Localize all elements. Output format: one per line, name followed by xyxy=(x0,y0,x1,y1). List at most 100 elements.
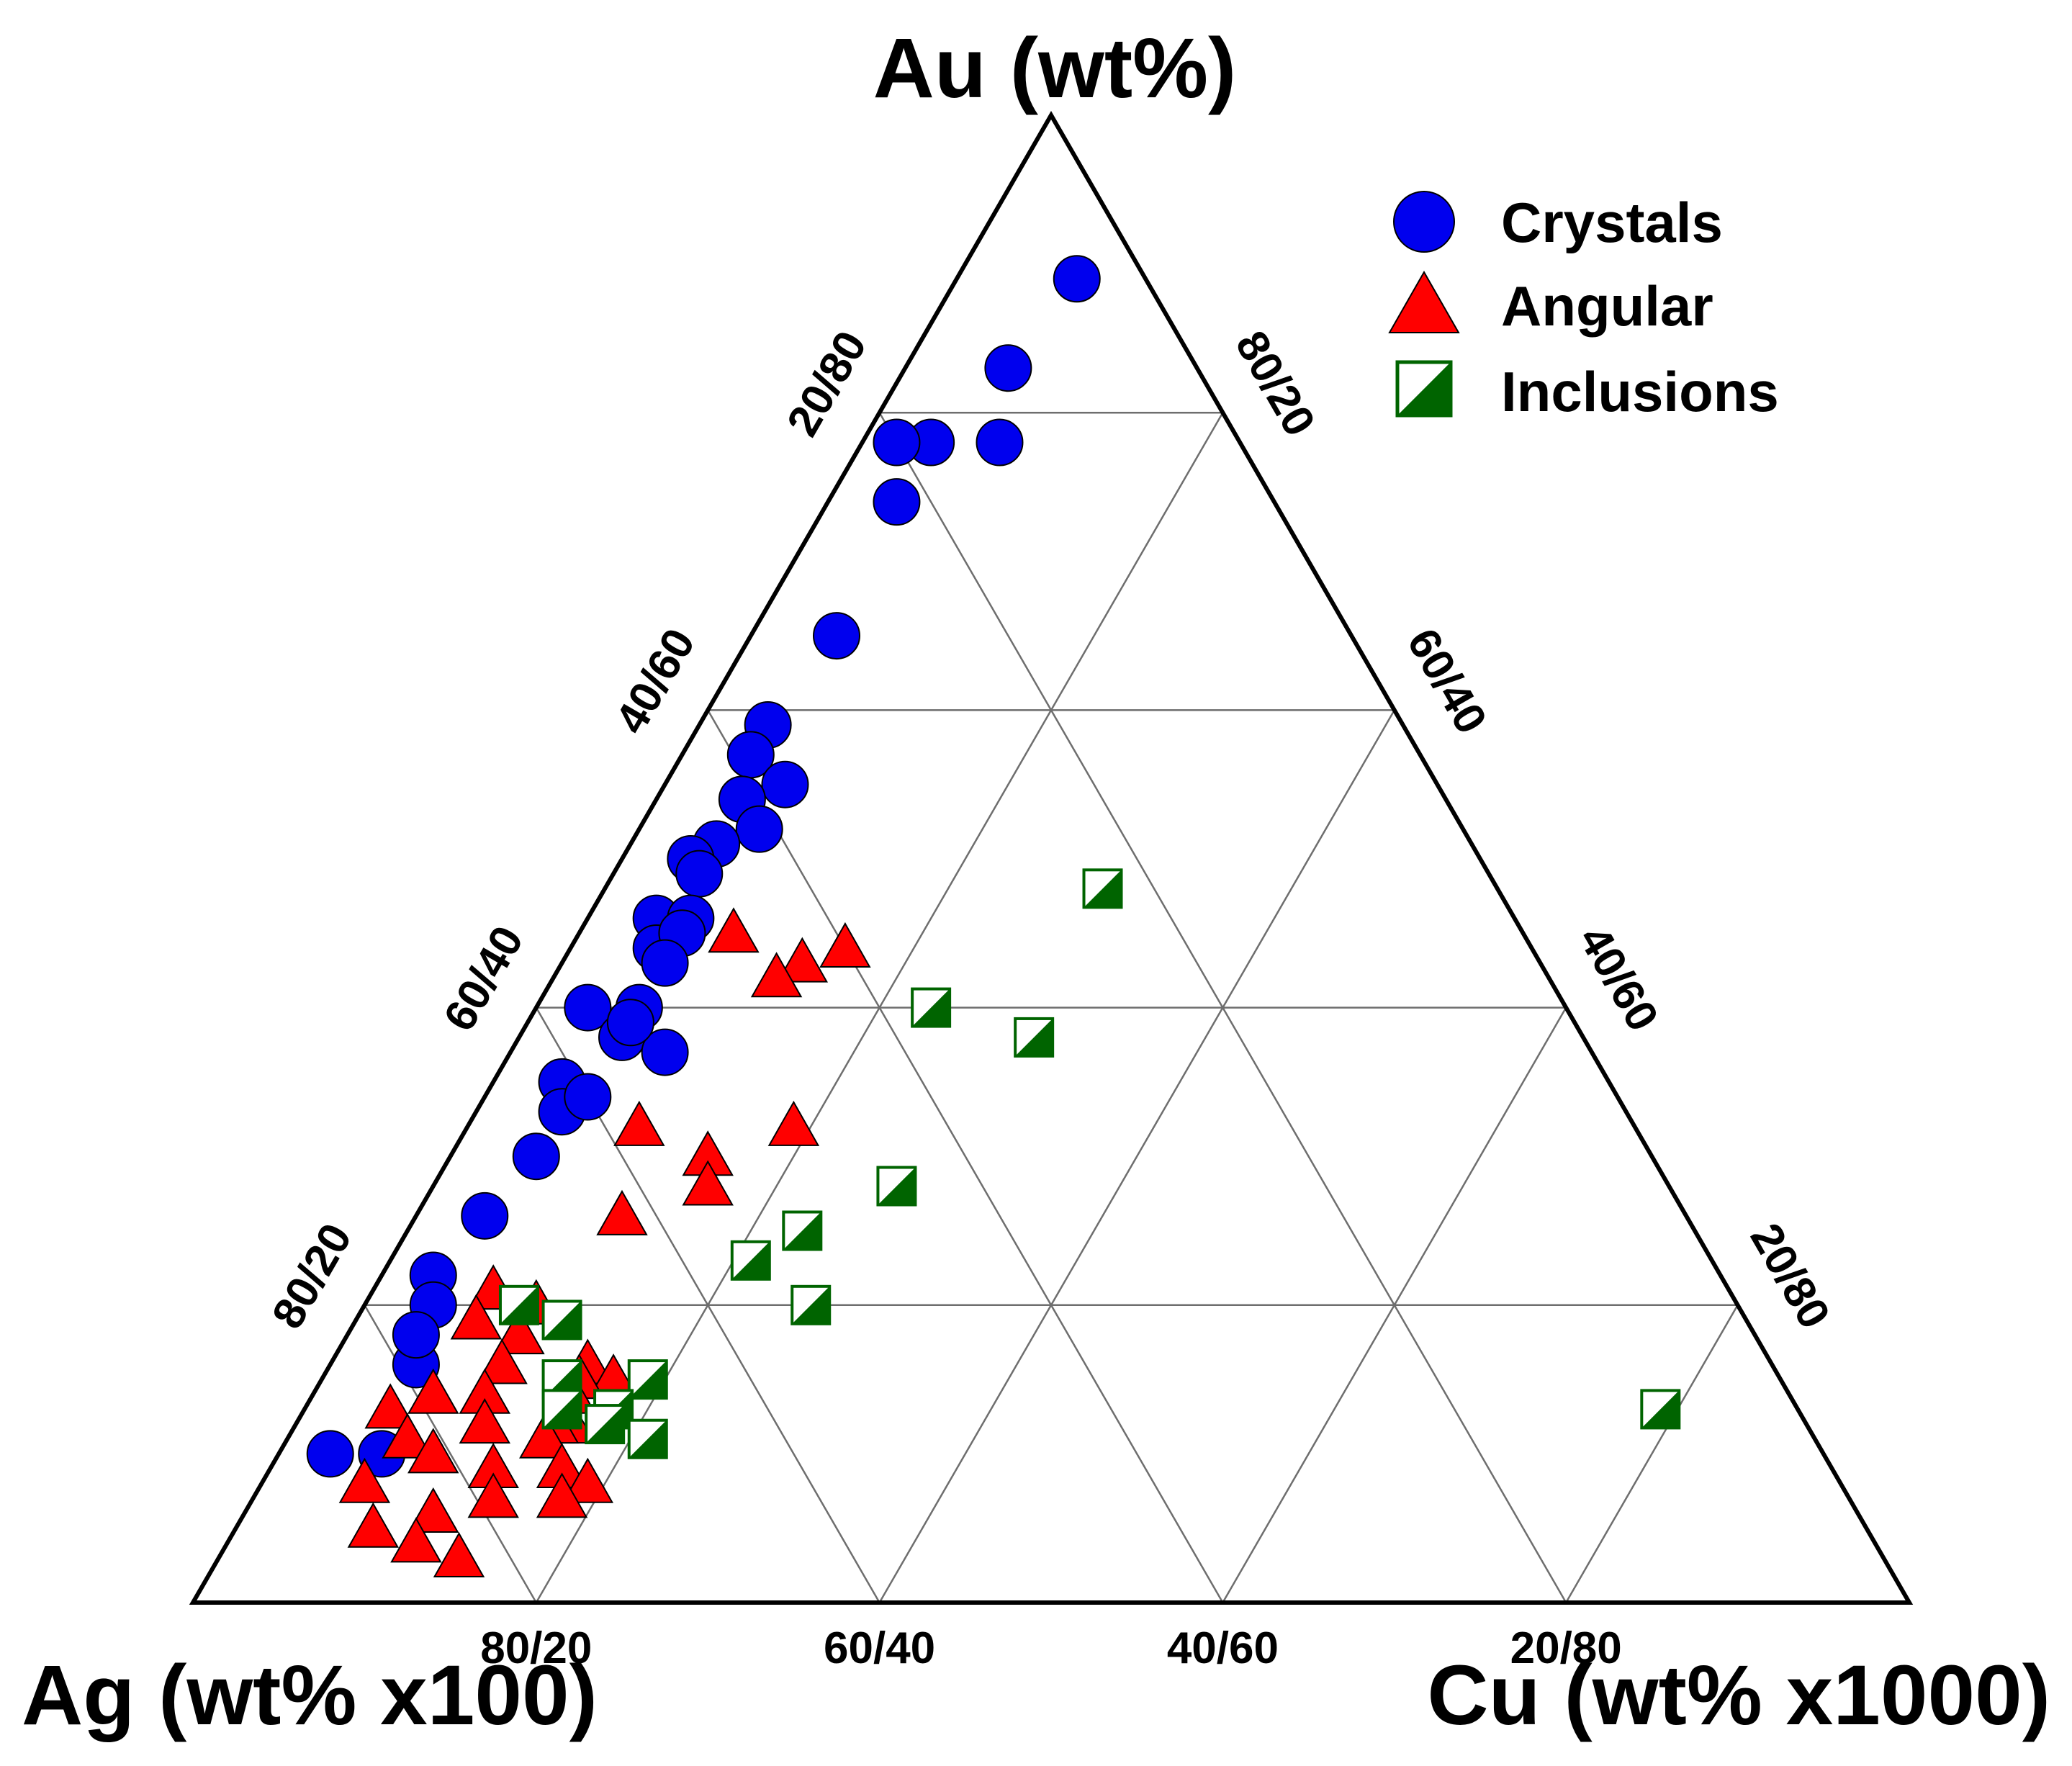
angular-point-19 xyxy=(364,1383,416,1429)
tick-left-1: 60/40 xyxy=(434,918,533,1040)
crystals-point-33 xyxy=(392,1311,440,1359)
tick-bottom-1: 60/40 xyxy=(824,1623,935,1673)
data-points xyxy=(306,255,1681,1578)
angular-point-32 xyxy=(536,1472,588,1518)
inclusions-point-2-fill xyxy=(1015,1018,1053,1056)
crystals-point-6 xyxy=(813,612,860,660)
inclusions-point-10 xyxy=(627,1359,668,1400)
angular-point-13 xyxy=(476,1338,528,1384)
angular-point-12 xyxy=(493,1309,545,1355)
inclusions-point-15-fill xyxy=(1641,1390,1680,1428)
tick-right-1: 60/40 xyxy=(1397,621,1496,742)
inclusions-point-8-fill xyxy=(543,1301,581,1339)
inclusions-point-5-fill xyxy=(731,1241,770,1279)
inclusions-point-3-fill xyxy=(878,1167,916,1205)
axis-title-cu: Cu (wt% x1000) xyxy=(1427,1648,2050,1743)
series-crystals xyxy=(306,255,1101,1478)
angular-point-24 xyxy=(382,1413,433,1459)
crystals-point-2 xyxy=(976,418,1024,467)
inclusions-point-11-fill xyxy=(543,1390,581,1428)
inclusions-point-13-fill xyxy=(586,1405,624,1443)
axis-title-ag: Ag (wt% x100) xyxy=(22,1648,598,1743)
tick-right-3: 20/80 xyxy=(1741,1215,1839,1337)
angular-point-34 xyxy=(347,1502,400,1548)
crystals-point-23 xyxy=(641,1028,689,1076)
crystals-point-11 xyxy=(735,805,783,853)
series-inclusions xyxy=(498,868,1681,1459)
angular-point-26 xyxy=(407,1428,459,1474)
inclusions-point-4 xyxy=(782,1210,823,1251)
legend-angular-label: Angular xyxy=(1501,274,1713,338)
angular-point-30 xyxy=(562,1457,614,1503)
angular-point-18 xyxy=(407,1368,459,1414)
inclusions-point-2 xyxy=(1014,1017,1055,1058)
tick-left-0: 80/20 xyxy=(263,1215,361,1337)
crystals-point-29 xyxy=(461,1191,509,1240)
crystals-point-34 xyxy=(306,1430,354,1478)
inclusions-point-1-fill xyxy=(912,988,950,1027)
angular-point-0 xyxy=(708,907,760,953)
crystals-point-28 xyxy=(512,1132,560,1181)
inclusions-point-4-fill xyxy=(783,1212,821,1250)
crystals-point-5 xyxy=(873,478,921,526)
legend-item-angular: Angular xyxy=(1388,270,1713,338)
angular-point-1 xyxy=(819,922,871,968)
inclusions-point-14-fill xyxy=(629,1420,667,1458)
tick-left-2: 40/60 xyxy=(606,621,705,742)
tick-right-0: 80/20 xyxy=(1225,323,1324,445)
grid-line-cu-60 xyxy=(1222,1006,1567,1603)
crystals-point-9 xyxy=(761,760,809,808)
legend-inclusions-marker-fill xyxy=(1397,362,1451,415)
inclusions-point-1 xyxy=(911,987,952,1028)
grid-line-cu-40 xyxy=(878,709,1395,1603)
angular-point-29 xyxy=(338,1457,391,1503)
crystals-point-1 xyxy=(984,344,1032,392)
angular-point-7 xyxy=(682,1160,734,1206)
inclusions-point-6-fill xyxy=(792,1286,830,1324)
crystals-point-24 xyxy=(606,999,654,1047)
angular-point-31 xyxy=(467,1472,519,1518)
legend-crystals-marker xyxy=(1393,191,1455,253)
crystals-point-19 xyxy=(641,939,689,987)
inclusions-point-8 xyxy=(541,1299,582,1341)
angular-point-4 xyxy=(613,1100,665,1146)
legend: Crystals Angular Inclusions xyxy=(1388,191,1779,423)
legend-angular-marker xyxy=(1388,270,1460,333)
legend-inclusions-label: Inclusions xyxy=(1501,360,1779,423)
angular-point-3 xyxy=(750,952,803,998)
crystals-point-27 xyxy=(564,1073,612,1121)
tick-bottom-2: 40/60 xyxy=(1167,1623,1279,1673)
crystals-point-14 xyxy=(675,850,724,898)
angular-point-10 xyxy=(450,1294,503,1340)
inclusions-point-7 xyxy=(498,1284,539,1325)
legend-item-crystals: Crystals xyxy=(1393,191,1723,254)
angular-point-25 xyxy=(519,1413,571,1459)
legend-item-inclusions: Inclusions xyxy=(1395,360,1779,423)
inclusions-point-9-fill xyxy=(543,1361,581,1399)
inclusions-point-14 xyxy=(627,1418,668,1459)
angular-point-36 xyxy=(433,1531,485,1578)
inclusions-point-13 xyxy=(585,1404,626,1445)
angular-point-33 xyxy=(407,1487,459,1533)
angular-point-21 xyxy=(459,1398,510,1444)
tick-right-2: 40/60 xyxy=(1569,918,1667,1040)
crystals-point-21 xyxy=(564,983,612,1032)
inclusions-point-11 xyxy=(541,1389,582,1430)
angular-point-5 xyxy=(767,1100,820,1146)
tick-left-3: 20/80 xyxy=(778,323,876,445)
inclusions-point-7-fill xyxy=(500,1286,538,1324)
tick-bottom-3: 20/80 xyxy=(1510,1623,1622,1673)
inclusions-point-0-fill xyxy=(1084,870,1122,908)
grid-line-ag-80 xyxy=(364,1305,537,1603)
angular-point-8 xyxy=(596,1189,648,1235)
inclusions-point-5 xyxy=(730,1240,771,1281)
inclusions-point-0 xyxy=(1082,868,1123,909)
crystals-point-0 xyxy=(1053,255,1101,303)
grid-lines xyxy=(364,411,1739,1603)
crystals-point-4 xyxy=(873,418,921,467)
angular-point-35 xyxy=(390,1517,442,1563)
tick-bottom-0: 80/20 xyxy=(480,1623,592,1673)
axis-title-au: Au (wt%) xyxy=(873,21,1237,116)
inclusions-point-10-fill xyxy=(629,1361,667,1399)
